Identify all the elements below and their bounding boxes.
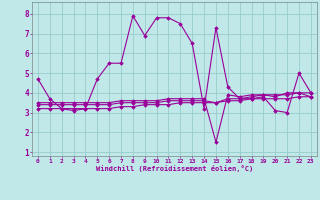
X-axis label: Windchill (Refroidissement éolien,°C): Windchill (Refroidissement éolien,°C) [96,165,253,172]
